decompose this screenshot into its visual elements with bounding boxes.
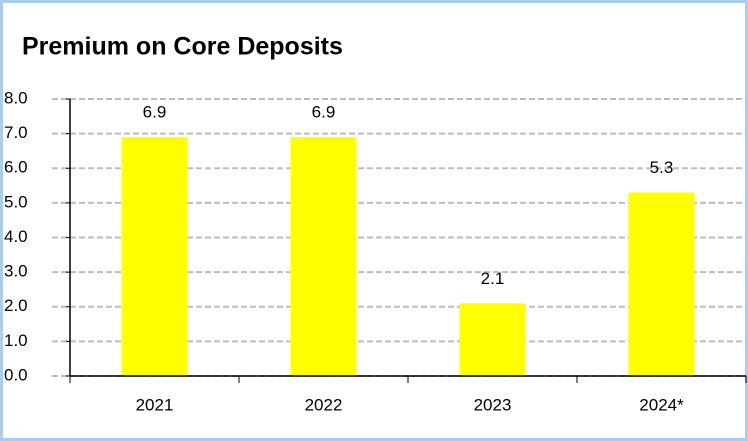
y-tick-label: 3.0: [4, 262, 28, 281]
data-label: 5.3: [650, 158, 674, 177]
data-label: 2.1: [481, 269, 505, 288]
y-tick-label: 4.0: [4, 227, 28, 246]
bar: [628, 192, 695, 376]
y-tick-label: 0.0: [4, 365, 28, 384]
y-tick-label: 2.0: [4, 296, 28, 315]
chart-title: Premium on Core Deposits: [22, 33, 343, 61]
x-tick-label: 2024*: [639, 395, 684, 414]
y-tick-label: 1.0: [4, 331, 28, 350]
y-tick-label: 8.0: [4, 88, 28, 107]
x-tick-label: 2023: [474, 395, 512, 414]
y-tick-label: 7.0: [4, 123, 28, 142]
data-label: 6.9: [143, 103, 167, 122]
y-tick-label: 5.0: [4, 192, 28, 211]
bar: [459, 303, 526, 376]
bar: [290, 137, 357, 376]
y-tick-label: 6.0: [4, 158, 28, 177]
x-tick-label: 2022: [305, 395, 343, 414]
data-label: 6.9: [312, 103, 336, 122]
x-tick-label: 2021: [136, 395, 174, 414]
bar: [121, 137, 188, 376]
